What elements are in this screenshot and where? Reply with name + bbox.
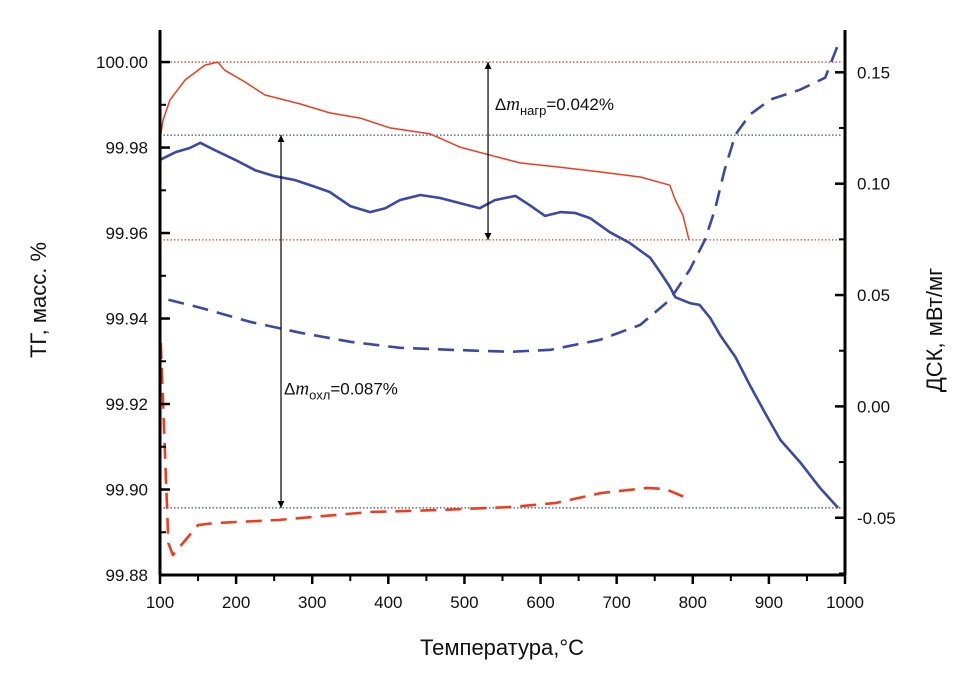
- y-right-tick-label: -0.05: [857, 509, 896, 528]
- delta-arrows: [277, 62, 492, 508]
- delta-value: =0.042%: [546, 95, 614, 114]
- y-right-tick-label: 0.05: [857, 286, 890, 305]
- y-left-axis-title: ТГ, масс. %: [26, 242, 51, 358]
- delta-annotation-1: Δmохл=0.087%: [284, 379, 398, 403]
- x-tick-label: 700: [602, 593, 630, 612]
- annotations: Δmнагр=0.042%Δmохл=0.087%: [284, 94, 614, 403]
- y-right-axis-title: ДСК, мВт/мг: [922, 268, 947, 392]
- mass-symbol: m: [506, 94, 520, 115]
- y-left-tick-label: 99.96: [105, 224, 148, 243]
- delta-value: =0.087%: [330, 380, 398, 399]
- series-solid-heating-left: [159, 61, 690, 241]
- y-right-tick-label: 0.15: [857, 63, 890, 82]
- series-dashed-cooling-right: [168, 44, 840, 354]
- subscript: охл: [309, 388, 330, 403]
- x-tick-label: 900: [755, 593, 783, 612]
- mass-symbol: m: [295, 379, 309, 400]
- y-left-tick-label: 99.92: [105, 395, 148, 414]
- series-dashed-heating-right: [159, 342, 692, 557]
- x-tick-label: 1000: [826, 593, 864, 612]
- y-right-tick-label: 0.10: [857, 175, 890, 194]
- axes: 100 200 300 400 500 600 700 800 900 1000 99.88 99.9…: [96, 30, 896, 612]
- x-tick-label: 800: [679, 593, 707, 612]
- delta-annotation-0: Δmнагр=0.042%: [495, 94, 614, 118]
- x-tick-label: 600: [526, 593, 554, 612]
- x-tick-label: 400: [374, 593, 402, 612]
- y-left-tick-label: 99.90: [105, 481, 148, 500]
- delta-symbol: Δ: [495, 95, 506, 114]
- y-left-tick-label: 99.98: [105, 139, 148, 158]
- series-lines: [159, 44, 840, 557]
- y-left-tick-label: 100.00: [96, 53, 148, 72]
- x-tick-label: 500: [450, 593, 478, 612]
- x-tick-label: 200: [222, 593, 250, 612]
- x-tick-label: 300: [298, 593, 326, 612]
- series-solid-cooling-left: [159, 141, 840, 509]
- subscript: нагр: [520, 103, 546, 118]
- x-tick-label: 100: [146, 593, 174, 612]
- y-right-tick-label: 0.00: [857, 397, 890, 416]
- x-axis-title: Температура,°C: [420, 635, 584, 660]
- y-left-tick-label: 99.88: [105, 566, 148, 585]
- y-left-tick-label: 99.94: [105, 310, 148, 329]
- delta-symbol: Δ: [284, 380, 295, 399]
